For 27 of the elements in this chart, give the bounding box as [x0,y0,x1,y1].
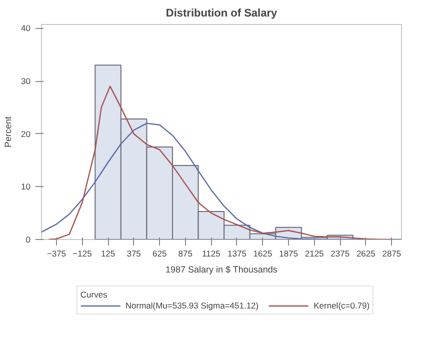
y-tick-label: 0 [26,234,31,244]
x-tick-label: 875 [178,248,193,258]
line-series [42,122,402,240]
x-tick-label: 1375 [228,248,247,258]
x-tick-label: 1625 [253,248,272,258]
x-tick-label: 2125 [304,248,324,258]
y-axis-title: Percent [3,116,14,148]
x-tick-label: 2375 [330,248,350,258]
x-tick-label: 1875 [279,248,298,258]
x-tick-label: −375 [46,248,66,258]
y-tick-label: 30 [21,76,31,86]
x-tick-label: −125 [72,248,92,258]
x-tick-label: 125 [100,248,116,258]
x-tick-label: 2875 [382,248,402,258]
x-tick-label: 625 [152,248,167,258]
chart-title: Distribution of Salary [166,8,278,20]
x-tick-label: 2625 [356,248,376,258]
y-tick-label: 20 [21,128,31,139]
legend-label: Kernel(c=0.79) [314,300,370,310]
legend-title: Curves [80,290,108,300]
y-tick-label: 40 [21,23,31,34]
y-tick-label: 10 [21,182,31,192]
x-tick-label: 375 [126,248,142,258]
legend-label: Normal(Mu=535.93 Sigma=451.12) [125,300,259,310]
x-tick-label: 1125 [202,248,221,258]
line-series [48,86,392,240]
x-axis-title: 1987 Salary in $ Thousands [165,264,278,274]
